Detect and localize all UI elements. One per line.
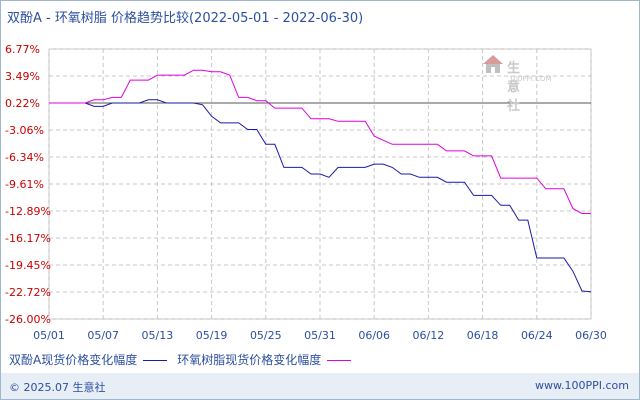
legend-label-epoxy: 环氧树脂现货价格变化幅度 <box>177 353 322 367</box>
series-line-0 <box>49 99 592 293</box>
grid <box>48 48 592 320</box>
y-tick-label: -26.00% <box>5 313 51 326</box>
x-tick-label: 06/24 <box>521 329 553 342</box>
x-tick-label: 06/18 <box>467 329 499 342</box>
x-tick-label: 05/01 <box>33 329 65 342</box>
y-tick-label: -19.45% <box>5 259 51 272</box>
x-tick-label: 06/12 <box>413 329 445 342</box>
watermark-text: 生意社 <box>507 61 523 114</box>
y-tick-label: 0.22% <box>5 97 40 110</box>
y-tick-label: 3.49% <box>5 70 40 83</box>
y-tick-label: -3.06% <box>5 124 44 137</box>
chart-title: 双酚A - 环氧树脂 价格趋势比较(2022-05-01 - 2022-06-3… <box>7 11 364 26</box>
legend-swatch-bpa <box>143 360 168 361</box>
series-lines <box>49 69 592 293</box>
x-tick-label: 05/19 <box>196 329 228 342</box>
site-link[interactable]: www.100PPI.com <box>535 379 629 392</box>
footer: © 2025.07 生意社 www.100PPI.com <box>1 373 639 399</box>
legend: 双酚A现货价格变化幅度 环氧树脂现货价格变化幅度 <box>9 351 361 368</box>
x-axis: 05/01 05/07 05/13 05/19 05/25 05/31 06/06 06/12… <box>33 329 607 342</box>
x-tick-label: 06/30 <box>575 329 607 342</box>
legend-swatch-epoxy <box>327 360 352 361</box>
x-tick-label: 06/06 <box>358 329 390 342</box>
watermark: 生意社 100PPI.COM <box>481 53 552 114</box>
y-tick-label: -12.89% <box>5 205 51 218</box>
watermark-subtext: 100PPI.COM <box>509 75 552 83</box>
y-tick-label: -22.72% <box>5 286 51 299</box>
x-tick-label: 05/31 <box>304 329 336 342</box>
x-tick-label: 05/07 <box>87 329 119 342</box>
y-axis: 6.77% 3.49% 0.22% -3.06% -6.34% -9.61% -12.89%… <box>5 43 51 326</box>
house-logo-icon <box>483 55 503 73</box>
y-tick-label: -9.61% <box>5 178 44 191</box>
copyright-text: © 2025.07 生意社 <box>9 381 106 394</box>
legend-label-bpa: 双酚A现货价格变化幅度 <box>9 353 138 367</box>
y-tick-label: -6.34% <box>5 151 44 164</box>
chart-plot: 6.77% 3.49% 0.22% -3.06% -6.34% -9.61% -12.89%… <box>5 43 607 342</box>
series-line-1 <box>49 69 591 214</box>
x-tick-label: 05/13 <box>142 329 174 342</box>
y-tick-label: 6.77% <box>5 43 40 56</box>
y-tick-label: -16.17% <box>5 232 51 245</box>
x-tick-label: 05/25 <box>250 329 282 342</box>
